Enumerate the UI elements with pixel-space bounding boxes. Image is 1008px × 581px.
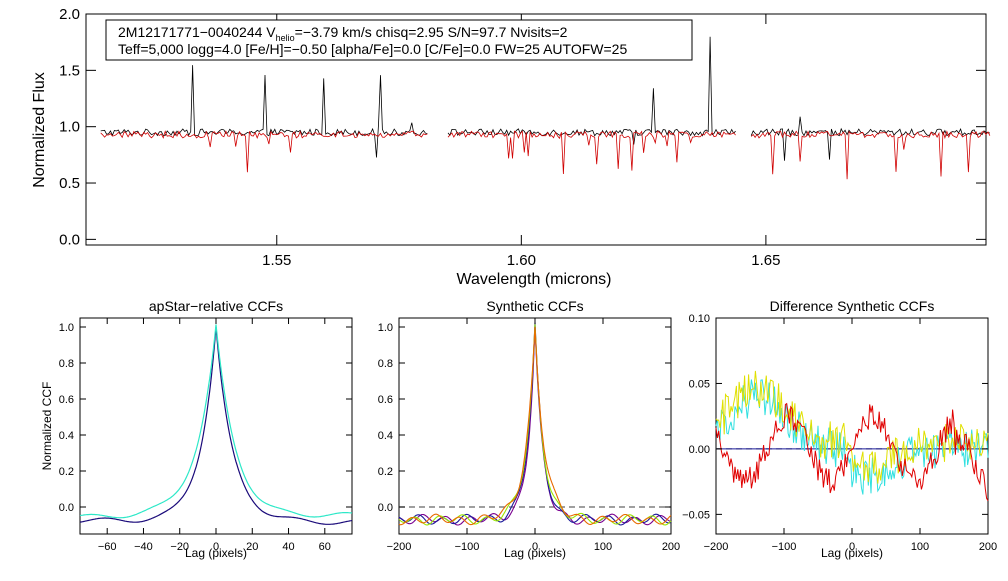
x-tick-label: −20: [170, 541, 189, 553]
spectrum-ylabel: Normalized Flux: [31, 72, 48, 188]
spectrum-plot-frame: [85, 13, 987, 246]
y-tick-label: 0.6: [59, 394, 74, 406]
x-tick-label: −100: [455, 541, 480, 553]
synthetic-series-visit 2: [398, 324, 672, 526]
y-tick-label: 0.00: [689, 444, 710, 456]
difference-axis-ticks: −200 −100 0 100 200 −0.05 0.00 0.05 0.10: [682, 313, 997, 553]
y-tick-label: 1.0: [59, 322, 74, 334]
y-tick-label: −0.05: [682, 509, 710, 521]
synthetic-series-combined: [398, 326, 672, 526]
y-tick-label: 0.8: [59, 358, 74, 370]
y-tick-label: 0.2: [378, 466, 393, 478]
x-tick-label: 20: [246, 541, 258, 553]
difference-series-visit 1: [715, 379, 989, 495]
x-tick-label: 0: [532, 541, 538, 553]
apstar-ylabel: Normalized CCF: [40, 382, 54, 471]
x-tick-label: −100: [772, 541, 797, 553]
difference-title: Difference Synthetic CCFs: [770, 298, 935, 314]
spectrum-annotation-line2: Teff=5,000 logg=4.0 [Fe/H]=−0.50 [alpha/…: [118, 41, 627, 57]
y-tick-label: 0.5: [59, 175, 80, 192]
spectrum-panel: 1.55 1.60 1.65 0.0 0.5 1.0 1.5 2.0 Wavelength (…: [31, 6, 991, 288]
x-tick-label: 40: [282, 541, 294, 553]
x-tick-label: 1.60: [507, 252, 536, 269]
x-tick-label: −40: [134, 541, 153, 553]
synthetic-series-visit 1: [398, 322, 672, 526]
apstar-series-group: [79, 324, 353, 525]
spectrum-series-observed: [750, 116, 990, 161]
x-tick-label: 100: [594, 541, 612, 553]
difference-series-visit 3: [715, 402, 989, 502]
spectrum-annotation-line1: 2M12171771−0040244 Vhelio=−3.79 km/s chi…: [118, 24, 568, 43]
y-tick-label: 0.4: [378, 430, 393, 442]
y-tick-label: 0.4: [59, 430, 74, 442]
y-tick-label: 0.10: [689, 313, 710, 325]
spectrum-annotation-box: [105, 19, 693, 61]
y-tick-label: 0.6: [378, 394, 393, 406]
spectrum-axis-ticks: 1.55 1.60 1.65 0.0 0.5 1.0 1.5 2.0: [59, 6, 986, 269]
x-tick-label: 60: [319, 541, 331, 553]
synthetic-ccf-panel: Synthetic CCFs −200 −100 0 100 200 0.0 0.2 0.4 0…: [378, 298, 680, 560]
x-tick-label: 1.55: [262, 252, 291, 269]
x-tick-label: 200: [662, 541, 680, 553]
apstar-xlabel: Lag (pixels): [185, 546, 247, 560]
annotation-subscript: helio: [276, 33, 295, 43]
y-tick-label: 1.0: [59, 119, 80, 136]
apstar-axis-ticks: −60 −40 −20 0 20 40 60 0.0 0.2 0.4 0.6 0.8 1.0: [59, 318, 352, 553]
synthetic-plot-frame: [398, 317, 672, 535]
apstar-title: apStar−relative CCFs: [149, 298, 283, 314]
spectrum-xlabel: Wavelength (microns): [456, 271, 611, 288]
x-tick-label: −200: [704, 541, 729, 553]
y-tick-label: 0.0: [59, 231, 80, 248]
y-tick-label: 1.5: [59, 62, 80, 79]
y-tick-label: 2.0: [59, 6, 80, 23]
spectrum-series-synthetic: [100, 130, 428, 173]
y-tick-label: 0.0: [378, 502, 393, 514]
apstar-ccf-panel: apStar−relative CCFs −60 −40 −20 0 20 40 60 0.0…: [40, 298, 353, 560]
synthetic-series-group: [398, 322, 672, 526]
difference-ccf-panel: Difference Synthetic CCFs −200 −100 0 100 20…: [682, 298, 997, 560]
difference-series-visit 2: [715, 370, 989, 484]
apstar-series-visit 2: [79, 324, 353, 519]
annotation-stats: =−3.79 km/s chisq=2.95 S/N=97.7 Nvisits=…: [295, 24, 568, 40]
difference-xlabel: Lag (pixels): [821, 546, 883, 560]
y-tick-label: 1.0: [378, 322, 393, 334]
x-tick-label: 0: [849, 541, 855, 553]
x-tick-label: 1.65: [751, 252, 780, 269]
spectrum-series-synthetic: [750, 130, 991, 180]
difference-plot-frame: [715, 317, 989, 535]
synthetic-axis-ticks: −200 −100 0 100 200 0.0 0.2 0.4 0.6 0.8 1.0: [378, 318, 680, 553]
spectrum-series-synthetic: [447, 130, 736, 175]
difference-series-group: [715, 370, 989, 502]
spectrum-series-group: [100, 36, 991, 180]
apstar-plot-frame: [79, 317, 353, 535]
annotation-star-id: 2M12171771−0040244 V: [118, 24, 276, 40]
x-tick-label: 200: [979, 541, 997, 553]
synthetic-xlabel: Lag (pixels): [504, 546, 566, 560]
y-tick-label: 0.0: [59, 502, 74, 514]
y-tick-label: 0.8: [378, 358, 393, 370]
synthetic-series-model: [398, 326, 672, 526]
y-tick-label: 0.2: [59, 466, 74, 478]
x-tick-label: 0: [213, 541, 219, 553]
x-tick-label: 100: [911, 541, 929, 553]
y-tick-label: 0.05: [689, 378, 710, 390]
x-tick-label: −200: [387, 541, 412, 553]
x-tick-label: −60: [98, 541, 117, 553]
apstar-series-visit 1: [79, 326, 353, 525]
synthetic-title: Synthetic CCFs: [486, 298, 583, 314]
spectrum-series-observed: [100, 65, 428, 158]
